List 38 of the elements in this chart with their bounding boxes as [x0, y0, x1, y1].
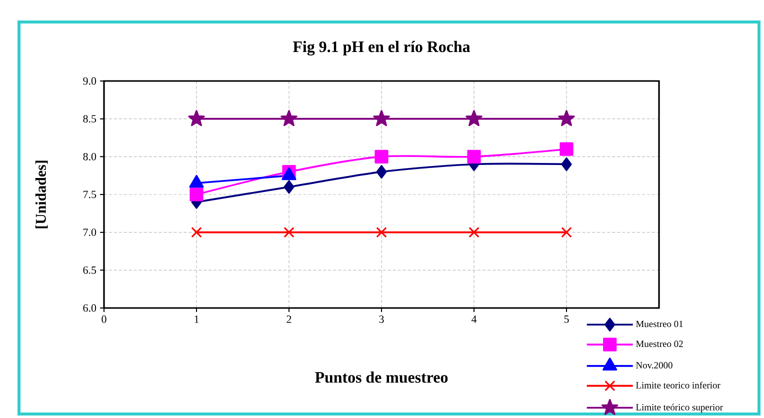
point [561, 226, 572, 238]
legend-label: Muestreo 02 [636, 340, 683, 348]
y-tick-label: 7.5 [84, 190, 96, 198]
y-tick-label: 9.0 [83, 77, 96, 85]
point [466, 110, 482, 126]
x-tick-label: 1 [194, 316, 199, 323]
point [561, 157, 572, 172]
point [376, 165, 387, 179]
x-tick-label: 3 [379, 316, 384, 323]
point [376, 226, 387, 238]
point [558, 110, 575, 126]
chart-title: Fig 9.1 pH en el río Rocha [293, 40, 470, 56]
x-tick-label: 0 [102, 316, 106, 323]
x-axis-title: Puntos de muestreo [315, 372, 448, 383]
point [280, 110, 298, 126]
y-tick-label: 8.5 [83, 115, 96, 123]
x-tick-label: 4 [471, 316, 477, 323]
y-tick-label: 6.5 [83, 266, 96, 274]
point [191, 226, 202, 238]
point [190, 188, 204, 202]
y-tick-label: 8.0 [83, 152, 96, 160]
y-tick-label: 7.0 [84, 228, 96, 236]
point [284, 226, 294, 238]
point [468, 226, 480, 238]
point [373, 110, 390, 126]
point [188, 110, 205, 126]
y-axis-title: [Unidades] [35, 160, 48, 228]
legend-label: Nov.2000 [636, 362, 672, 368]
x-tick-label: 5 [564, 316, 569, 323]
point [374, 150, 388, 164]
legend-label: Muestreo 01 [636, 320, 683, 328]
legend-label: Limite teorico inferior [636, 382, 720, 388]
point [467, 150, 481, 164]
y-tick-label: 6.0 [83, 304, 96, 312]
point [284, 180, 294, 194]
x-tick-label: 2 [286, 316, 292, 323]
legend-label: Limite teórico superior [636, 404, 723, 412]
point [560, 142, 574, 156]
